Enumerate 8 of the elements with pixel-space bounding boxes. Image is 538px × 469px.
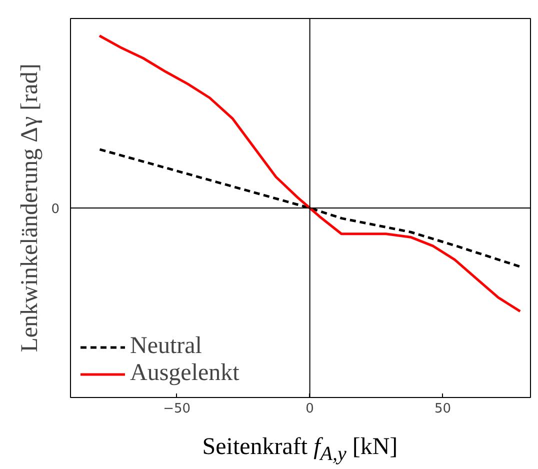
x-tick-label: 50: [434, 402, 452, 416]
legend-label: Ausgelenkt: [130, 360, 240, 387]
legend-label: Neutral: [130, 333, 202, 360]
x-tick-label: −50: [163, 402, 191, 416]
x-tick-label: 0: [306, 402, 314, 416]
x-axis-title: Seitenkraft f$_{A,y}$ [kN]: [201, 433, 399, 467]
y-axis-title: Lenkwinkeländerung Δγ [rad]: [17, 64, 44, 352]
ref-line-label: 0: [51, 202, 60, 217]
